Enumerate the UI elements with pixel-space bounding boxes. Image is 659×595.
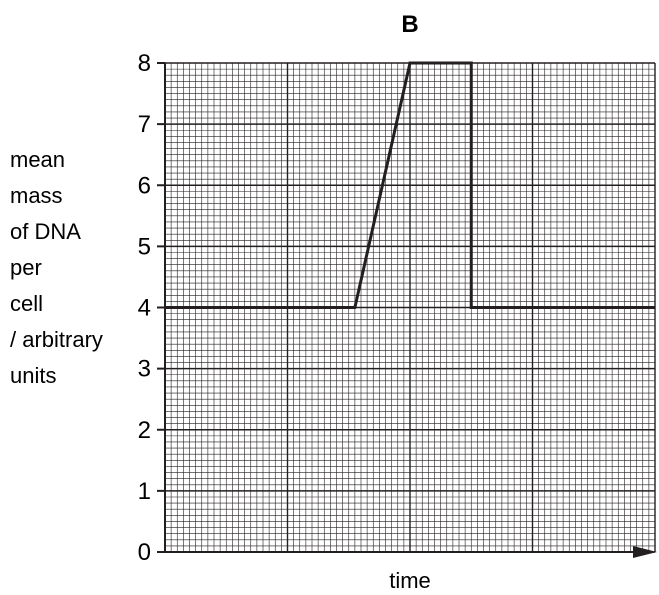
y-tick-label: 1 bbox=[138, 478, 151, 505]
y-axis-label-line: units bbox=[10, 363, 56, 388]
x-axis-label: time bbox=[389, 568, 431, 593]
y-tick-label: 3 bbox=[138, 356, 151, 383]
y-axis-label-line: of DNA bbox=[10, 219, 81, 244]
y-axis-label-line: mean bbox=[10, 147, 65, 172]
y-tick-label: 4 bbox=[138, 295, 151, 322]
series-line-dna-mass bbox=[165, 61, 655, 309]
y-axis-label-line: per bbox=[10, 255, 42, 280]
y-axis-label-line: mass bbox=[10, 183, 63, 208]
y-tick-label: 5 bbox=[138, 233, 151, 260]
y-tick-label: 7 bbox=[138, 111, 151, 138]
y-tick-label: 8 bbox=[138, 50, 151, 77]
x-axis-arrow-icon bbox=[633, 546, 657, 558]
y-tick-label: 6 bbox=[138, 172, 151, 199]
chart-title: B bbox=[401, 11, 418, 38]
y-axis-label: mean mass of DNA per cell / arbitrary units bbox=[10, 147, 103, 388]
y-tick-label: 0 bbox=[138, 539, 151, 566]
y-tick-label: 2 bbox=[138, 417, 151, 444]
y-axis-label-line: cell bbox=[10, 291, 43, 316]
y-axis-ticks: 0 1 2 3 4 5 6 7 8 bbox=[138, 50, 165, 566]
y-axis-label-line: / arbitrary bbox=[10, 327, 103, 352]
